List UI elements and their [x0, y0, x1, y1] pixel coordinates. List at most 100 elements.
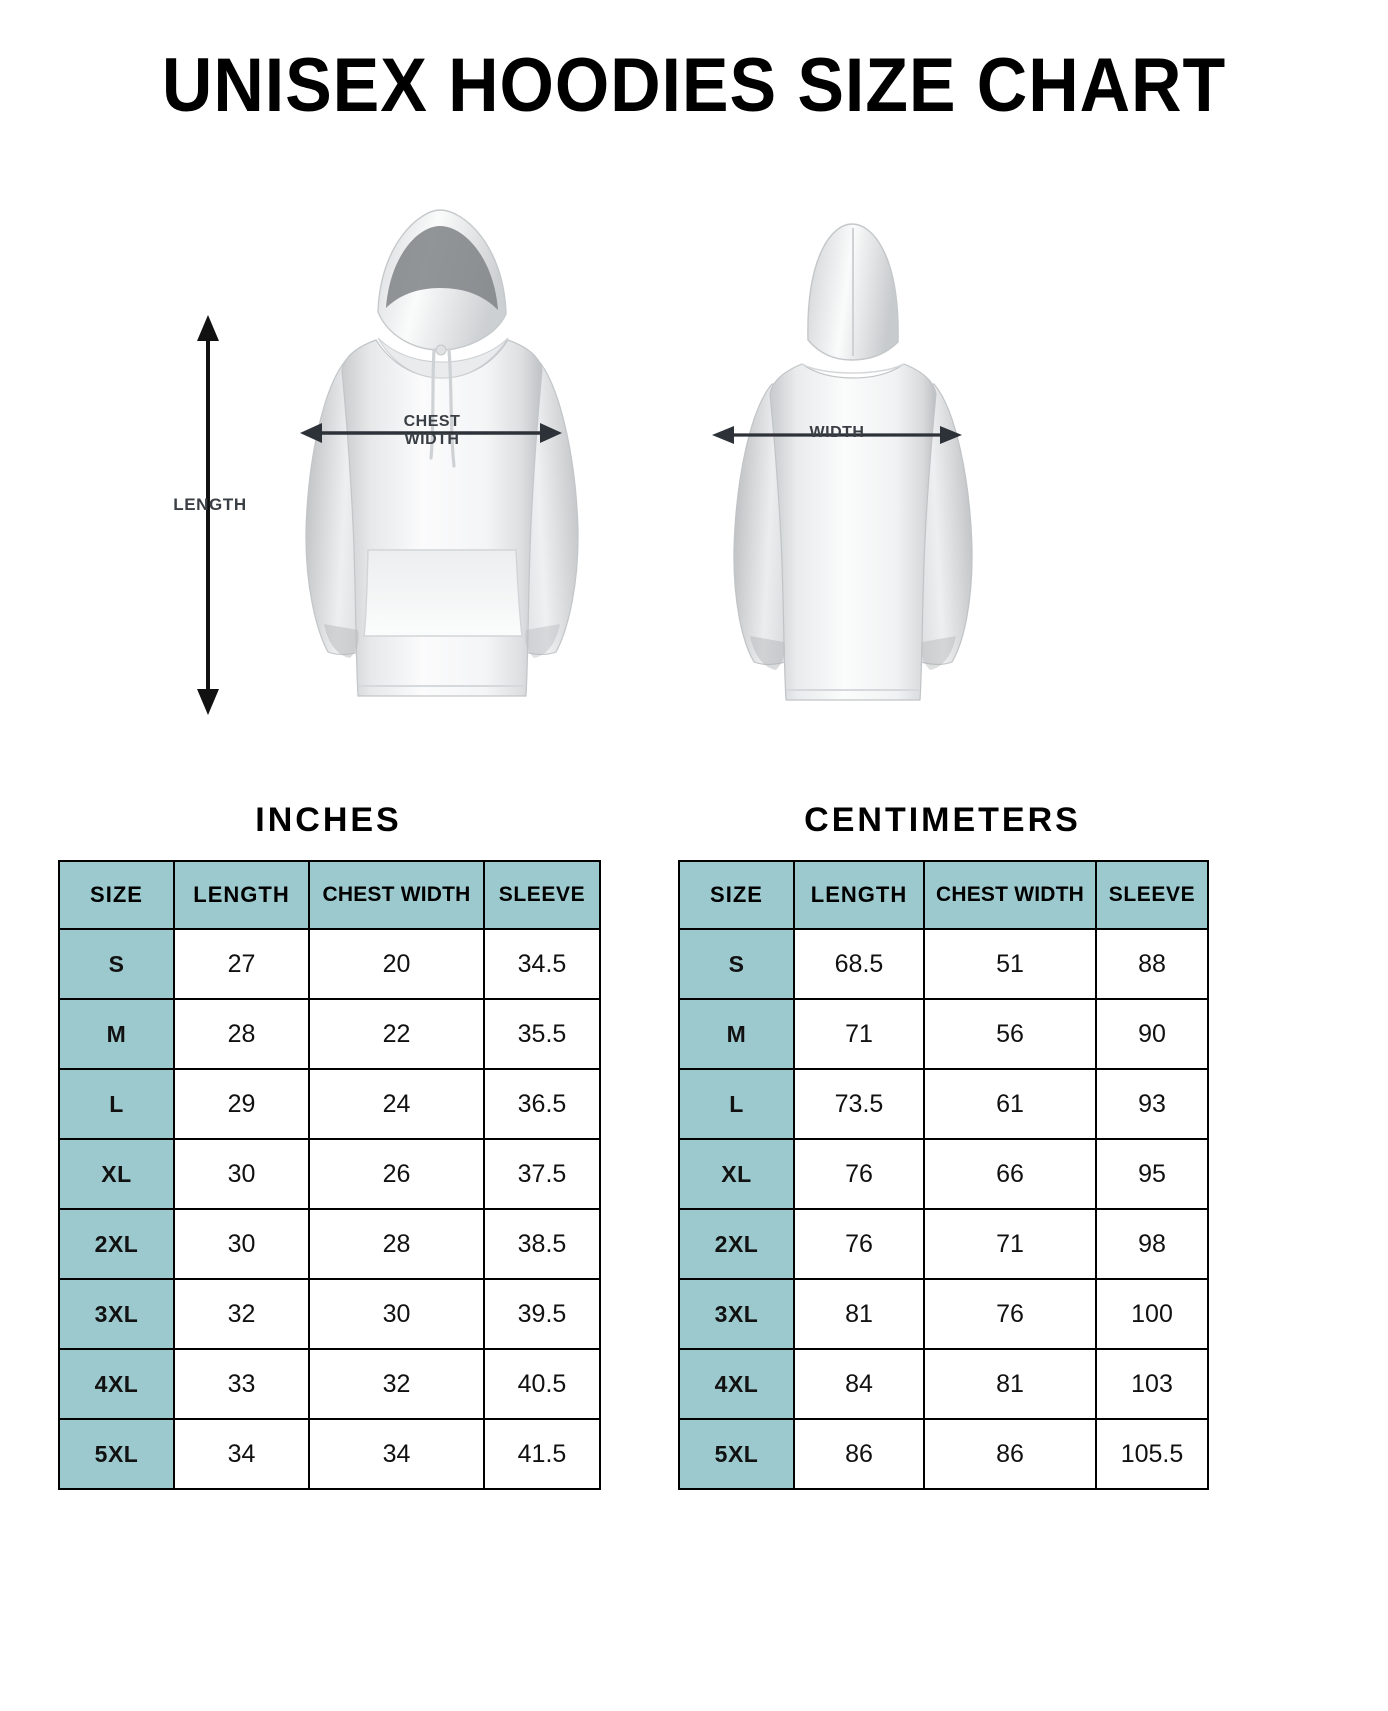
cell-sleeve: 105.5 — [1095, 1418, 1209, 1490]
cell-sleeve: 40.5 — [483, 1348, 601, 1420]
cell-length: 86 — [793, 1418, 925, 1490]
table-row: XL 76 66 95 — [678, 1138, 1209, 1210]
cell-length: 28 — [173, 998, 310, 1070]
cell-size: 4XL — [58, 1348, 175, 1420]
length-label: LENGTH — [173, 495, 247, 514]
column-header-chest-width: CHEST WIDTH — [308, 860, 485, 930]
column-header-sleeve: SLEEVE — [1095, 860, 1209, 930]
inches-size-table: SIZE LENGTH CHEST WIDTH SLEEVE S 27 20 3… — [58, 860, 601, 1490]
table-row: L 73.5 61 93 — [678, 1068, 1209, 1140]
cell-size: L — [678, 1068, 795, 1140]
table-row: 5XL 34 34 41.5 — [58, 1418, 601, 1490]
table-row: 3XL 81 76 100 — [678, 1278, 1209, 1350]
cell-size: 2XL — [58, 1208, 175, 1280]
cell-sleeve: 36.5 — [483, 1068, 601, 1140]
cell-chest: 86 — [923, 1418, 1097, 1490]
cell-length: 27 — [173, 928, 310, 1000]
cell-size: L — [58, 1068, 175, 1140]
cell-size: 5XL — [678, 1418, 795, 1490]
column-header-sleeve: SLEEVE — [483, 860, 601, 930]
width-measure-arrow — [712, 423, 962, 447]
cell-length: 29 — [173, 1068, 310, 1140]
cell-sleeve: 95 — [1095, 1138, 1209, 1210]
table-row: M 28 22 35.5 — [58, 998, 601, 1070]
cell-length: 32 — [173, 1278, 310, 1350]
cell-chest: 24 — [308, 1068, 485, 1140]
cell-sleeve: 90 — [1095, 998, 1209, 1070]
column-header-length: LENGTH — [793, 860, 925, 930]
hoodie-front-image — [228, 200, 648, 730]
cell-chest: 51 — [923, 928, 1097, 1000]
cell-sleeve: 103 — [1095, 1348, 1209, 1420]
cell-sleeve: 41.5 — [483, 1418, 601, 1490]
table-row: 5XL 86 86 105.5 — [678, 1418, 1209, 1490]
inches-heading: INCHES — [255, 801, 402, 839]
cell-sleeve: 93 — [1095, 1068, 1209, 1140]
table-row: L 29 24 36.5 — [58, 1068, 601, 1140]
cell-chest: 28 — [308, 1208, 485, 1280]
cell-size: S — [58, 928, 175, 1000]
cell-chest: 71 — [923, 1208, 1097, 1280]
cell-chest: 66 — [923, 1138, 1097, 1210]
table-header-row: SIZE LENGTH CHEST WIDTH SLEEVE — [58, 860, 601, 930]
cell-chest: 32 — [308, 1348, 485, 1420]
cell-size: S — [678, 928, 795, 1000]
column-header-length: LENGTH — [173, 860, 310, 930]
cell-length: 81 — [793, 1278, 925, 1350]
table-row: 2XL 76 71 98 — [678, 1208, 1209, 1280]
centimeters-table-block: CENTIMETERS SIZE LENGTH CHEST WIDTH SLEE… — [678, 800, 1209, 1490]
cell-sleeve: 37.5 — [483, 1138, 601, 1210]
cell-sleeve: 100 — [1095, 1278, 1209, 1350]
table-row: S 27 20 34.5 — [58, 928, 601, 1000]
cell-chest: 34 — [308, 1418, 485, 1490]
hoodie-back-image — [650, 218, 1050, 718]
cell-chest: 30 — [308, 1278, 485, 1350]
table-row: 3XL 32 30 39.5 — [58, 1278, 601, 1350]
width-label: WIDTH — [809, 424, 865, 441]
cell-length: 68.5 — [793, 928, 925, 1000]
cell-chest: 81 — [923, 1348, 1097, 1420]
page-title: UNISEX HOODIES SIZE CHART — [161, 43, 1227, 128]
cell-size: 5XL — [58, 1418, 175, 1490]
cell-sleeve: 98 — [1095, 1208, 1209, 1280]
cell-size: 4XL — [678, 1348, 795, 1420]
length-measure-arrow — [178, 315, 238, 715]
table-header-row: SIZE LENGTH CHEST WIDTH SLEEVE — [678, 860, 1209, 930]
centimeters-heading: CENTIMETERS — [804, 801, 1081, 839]
table-row: 2XL 30 28 38.5 — [58, 1208, 601, 1280]
cell-length: 76 — [793, 1138, 925, 1210]
cell-length: 71 — [793, 998, 925, 1070]
chest-width-label-line2: WIDTH — [404, 431, 460, 448]
table-row: 4XL 33 32 40.5 — [58, 1348, 601, 1420]
hoodie-illustration-band: LENGTH — [0, 170, 1388, 790]
cell-sleeve: 39.5 — [483, 1278, 601, 1350]
cell-length: 30 — [173, 1208, 310, 1280]
cell-size: XL — [678, 1138, 795, 1210]
cell-size: XL — [58, 1138, 175, 1210]
column-header-size: SIZE — [58, 860, 175, 930]
chest-width-label: CHEST WIDTH — [372, 413, 492, 449]
cell-size: 2XL — [678, 1208, 795, 1280]
column-header-chest-width: CHEST WIDTH — [923, 860, 1097, 930]
cell-length: 84 — [793, 1348, 925, 1420]
table-row: 4XL 84 81 103 — [678, 1348, 1209, 1420]
cell-length: 33 — [173, 1348, 310, 1420]
cell-size: M — [678, 998, 795, 1070]
cell-chest: 20 — [308, 928, 485, 1000]
table-row: M 71 56 90 — [678, 998, 1209, 1070]
cell-chest: 22 — [308, 998, 485, 1070]
chest-width-measure-arrow — [300, 420, 562, 446]
cell-length: 34 — [173, 1418, 310, 1490]
cell-sleeve: 35.5 — [483, 998, 601, 1070]
cell-chest: 76 — [923, 1278, 1097, 1350]
table-row: S 68.5 51 88 — [678, 928, 1209, 1000]
cell-chest: 56 — [923, 998, 1097, 1070]
cell-size: 3XL — [58, 1278, 175, 1350]
cell-length: 73.5 — [793, 1068, 925, 1140]
cell-length: 76 — [793, 1208, 925, 1280]
cell-chest: 26 — [308, 1138, 485, 1210]
cell-length: 30 — [173, 1138, 310, 1210]
column-header-size: SIZE — [678, 860, 795, 930]
cell-size: M — [58, 998, 175, 1070]
table-row: XL 30 26 37.5 — [58, 1138, 601, 1210]
